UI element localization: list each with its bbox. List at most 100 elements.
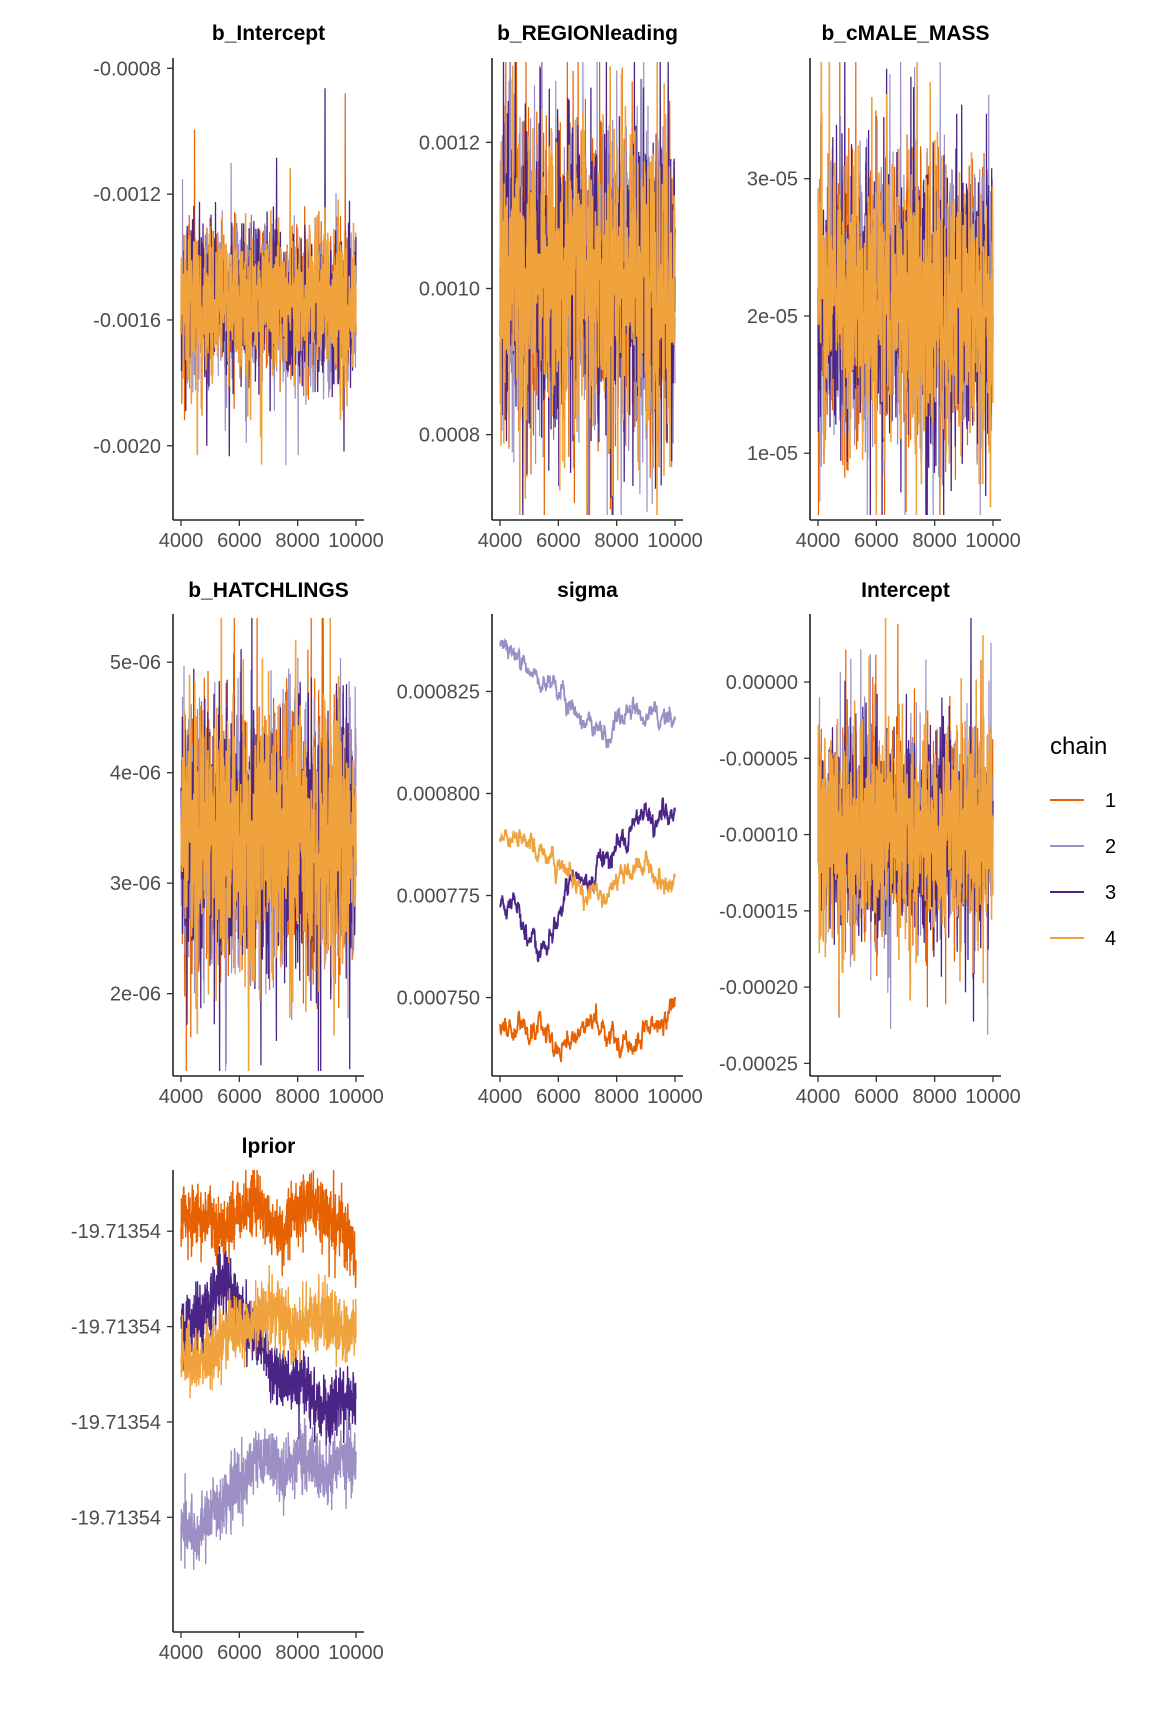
y-tick-label: 0.000800 [397, 783, 480, 805]
series-group [817, 617, 994, 1035]
y-tick-label: -0.00015 [719, 901, 798, 923]
y-tick-label: 0.0012 [419, 132, 480, 154]
panel-lprior: lprior -19.71354 -19.71354 -19.71354 -19.713… [71, 1135, 384, 1664]
panel-title: lprior [242, 1135, 296, 1158]
panel-title: Intercept [861, 579, 950, 602]
x-tick-label: 4000 [159, 530, 204, 552]
x-tick-label: 4000 [796, 1086, 841, 1108]
x-tick-label: 6000 [217, 1642, 262, 1664]
x-tick-label: 10000 [965, 1086, 1021, 1108]
y-tick-label: -0.00010 [719, 825, 798, 847]
y-tick-label: -0.00025 [719, 1053, 798, 1075]
y-tick-label: -19.71354 [71, 1221, 161, 1243]
x-tick-label: 8000 [912, 530, 957, 552]
series-chain-2 [180, 1407, 357, 1570]
x-tick-label: 4000 [796, 530, 841, 552]
x-tick-label: 8000 [275, 530, 320, 552]
panel-title: b_REGIONleading [497, 22, 678, 45]
panel-b-hatchlings: b_HATCHLINGS 2e-06 3e-06 4e-06 5e-06 4000 6000… [110, 579, 384, 1108]
series-group [180, 617, 357, 1072]
y-tick-label: 5e-06 [110, 652, 161, 674]
legend-item-2: 2 [1050, 836, 1116, 858]
x-tick-label: 10000 [328, 530, 384, 552]
series-chain-4 [817, 61, 994, 516]
legend-title: chain [1050, 733, 1107, 760]
x-tick-label: 6000 [854, 1086, 899, 1108]
y-tick-label: 0.00000 [726, 672, 798, 694]
y-tick-label: -0.0016 [93, 310, 161, 332]
series-chain-4 [817, 617, 994, 1001]
series-group [180, 88, 357, 466]
series-chain-2 [499, 637, 676, 749]
x-tick-label: 8000 [594, 530, 639, 552]
x-tick-label: 4000 [159, 1642, 204, 1664]
x-tick-label: 6000 [854, 530, 899, 552]
panel-title: sigma [557, 579, 618, 602]
y-tick-label: -0.00020 [719, 977, 798, 999]
x-tick-label: 10000 [328, 1642, 384, 1664]
y-tick-label: -19.71354 [71, 1317, 161, 1339]
x-tick-label: 8000 [275, 1642, 320, 1664]
series-group [817, 61, 994, 516]
legend-item-1: 1 [1050, 790, 1116, 812]
legend-label: 1 [1105, 790, 1116, 812]
y-tick-label: 1e-05 [747, 443, 798, 465]
series-group [499, 637, 676, 1063]
series-chain-4 [180, 1264, 357, 1399]
series-chain-1 [180, 1170, 357, 1288]
panel-title: b_cMALE_MASS [821, 22, 989, 45]
y-tick-label: -0.0020 [93, 436, 161, 458]
y-tick-label: 4e-06 [110, 763, 161, 785]
series-group [180, 1170, 357, 1570]
legend-label: 3 [1105, 882, 1116, 904]
y-tick-label: 0.000750 [397, 988, 480, 1010]
legend: chain 1 2 3 4 [1050, 733, 1116, 950]
y-tick-label: 3e-05 [747, 169, 798, 191]
y-tick-label: -19.71354 [71, 1412, 161, 1434]
x-tick-label: 4000 [159, 1086, 204, 1108]
panel-b-cmale-mass: b_cMALE_MASS 1e-05 2e-05 3e-05 4000 6000 8000 1… [747, 22, 1021, 552]
x-tick-label: 6000 [536, 1086, 581, 1108]
series-group [499, 61, 676, 516]
panel-b-intercept: b_Intercept -0.0008 -0.0012 -0.0016 -0.0020 4… [93, 22, 384, 552]
panel-b-regionleading: b_REGIONleading 0.0008 0.0010 0.0012 4000 600… [419, 22, 703, 552]
x-tick-label: 10000 [647, 530, 703, 552]
series-chain-3 [499, 797, 676, 963]
panel-title: b_Intercept [212, 22, 325, 45]
y-tick-label: -0.00005 [719, 748, 798, 770]
series-chain-4 [499, 61, 676, 516]
legend-item-4: 4 [1050, 928, 1116, 950]
y-tick-label: 0.000775 [397, 886, 480, 908]
series-chain-4 [499, 829, 676, 912]
x-tick-label: 10000 [965, 530, 1021, 552]
series-chain-1 [499, 996, 676, 1063]
x-tick-label: 10000 [647, 1086, 703, 1108]
panels-layer: b_Intercept -0.0008 -0.0012 -0.0016 -0.0020 4… [71, 22, 1021, 1664]
y-tick-label: 0.0008 [419, 425, 480, 447]
y-tick-label: -19.71354 [71, 1507, 161, 1529]
y-tick-label: 2e-06 [110, 984, 161, 1006]
x-tick-label: 4000 [478, 530, 523, 552]
x-tick-label: 6000 [217, 1086, 262, 1108]
series-chain-4 [180, 617, 357, 1072]
panel-sigma: sigma 0.000750 0.000775 0.000800 0.000825 400… [397, 579, 703, 1108]
y-tick-label: 3e-06 [110, 873, 161, 895]
x-tick-label: 10000 [328, 1086, 384, 1108]
x-tick-label: 6000 [217, 530, 262, 552]
y-tick-label: -0.0012 [93, 184, 161, 206]
x-tick-label: 8000 [275, 1086, 320, 1108]
x-tick-label: 8000 [912, 1086, 957, 1108]
y-tick-label: 2e-05 [747, 306, 798, 328]
y-tick-label: -0.0008 [93, 58, 161, 80]
x-tick-label: 6000 [536, 530, 581, 552]
x-tick-label: 4000 [478, 1086, 523, 1108]
legend-label: 4 [1105, 928, 1116, 950]
series-chain-4 [180, 167, 357, 465]
x-tick-label: 8000 [594, 1086, 639, 1108]
legend-label: 2 [1105, 836, 1116, 858]
y-tick-label: 0.000825 [397, 681, 480, 703]
series-chain-3 [180, 1246, 357, 1446]
panel-intercept: Intercept 0.00000 -0.00005 -0.00010 -0.00015… [719, 579, 1021, 1108]
y-tick-label: 0.0010 [419, 279, 480, 301]
